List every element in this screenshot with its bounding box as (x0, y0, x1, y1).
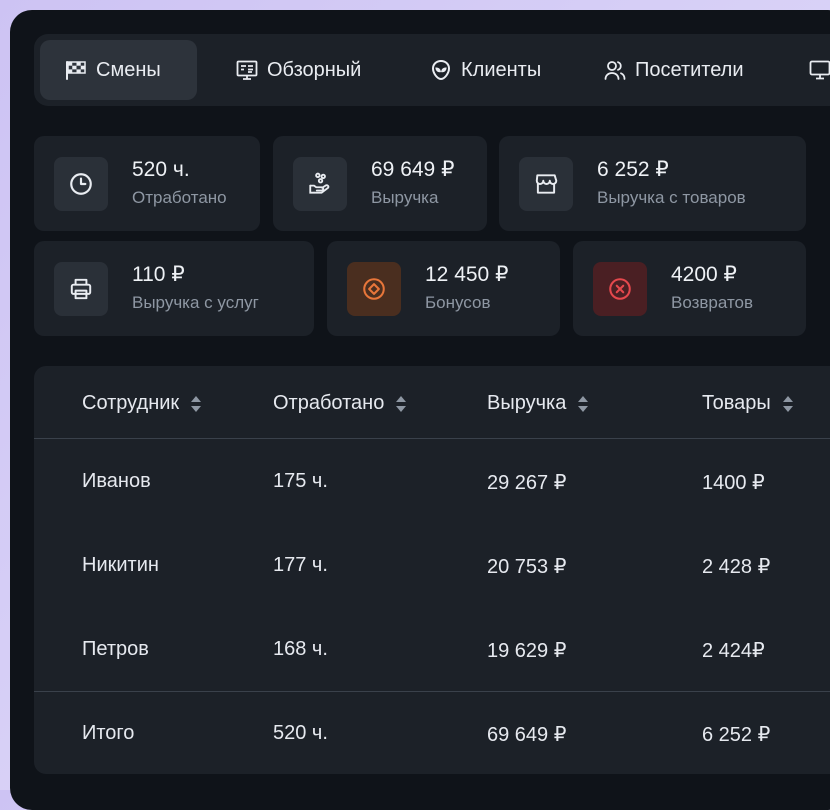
stat-label: Выручка с услуг (132, 293, 259, 312)
stat-label: Бонусов (425, 293, 491, 312)
cell-goods: 2 424₽ (702, 640, 765, 662)
header-label: Выручка (487, 392, 567, 414)
header-label: Сотрудник (82, 392, 180, 414)
app-window: Смены Обзорный Клиенты Посетители 520 ч.… (10, 10, 830, 810)
cell-worked: 177 ч. (273, 554, 328, 576)
total-label: Итого (82, 722, 135, 744)
bonus-diamond-icon (363, 277, 385, 300)
hand-coins-icon (309, 172, 330, 194)
stat-card-hours: 520 ч. Отработано (34, 136, 260, 231)
stat-value: 110 ₽ (132, 263, 185, 286)
tab-monitor[interactable] (784, 40, 830, 100)
stat-card-bonuses: 12 450 ₽ Бонусов (327, 241, 560, 336)
total-worked: 520 ч. (273, 722, 328, 744)
tab-label: Обзорный (267, 58, 362, 81)
stat-value: 12 450 ₽ (425, 263, 509, 286)
stat-label: Отработано (132, 188, 227, 207)
alien-face-icon (431, 59, 451, 81)
cell-worked: 168 ч. (273, 638, 328, 660)
header-label: Товары (702, 392, 771, 414)
total-divider (34, 691, 830, 692)
stat-card-refunds: 4200 ₽ Возвратов (573, 241, 806, 336)
icon-box (54, 261, 108, 316)
store-icon (535, 173, 558, 194)
cell-worked: 175 ч. (273, 470, 328, 492)
cell-revenue: 29 267 ₽ (487, 472, 567, 494)
checkered-flag-icon (66, 61, 86, 80)
cell-employee: Петров (82, 638, 149, 660)
close-circle-icon (609, 277, 631, 300)
stat-label: Выручка (371, 188, 439, 207)
cell-revenue: 19 629 ₽ (487, 640, 567, 662)
stat-value: 6 252 ₽ (597, 158, 669, 181)
tab-label: Посетители (635, 58, 744, 81)
stat-label: Возвратов (671, 293, 754, 312)
presentation-board-icon (236, 60, 258, 80)
sort-icon[interactable] (576, 393, 590, 415)
employees-table: Сотрудник Отработано Выручка Товары Иван… (34, 366, 830, 774)
users-icon (604, 61, 626, 80)
stat-card-revenue: 69 649 ₽ Выручка (273, 136, 487, 231)
icon-box (293, 156, 347, 211)
tab-label: Клиенты (461, 58, 542, 81)
icon-box (54, 156, 108, 211)
cell-employee: Иванов (82, 470, 151, 492)
cell-goods: 1400 ₽ (702, 472, 765, 494)
tab-clients[interactable]: Клиенты (405, 40, 565, 100)
tab-label: Смены (96, 58, 161, 81)
clock-icon (70, 172, 92, 195)
cell-employee: Никитин (82, 554, 159, 576)
sort-icon[interactable] (189, 393, 203, 415)
tab-shifts[interactable]: Смены (40, 40, 197, 100)
header-divider (34, 438, 830, 439)
stat-card-services-revenue: 110 ₽ Выручка с услуг (34, 241, 314, 336)
sort-icon[interactable] (781, 393, 795, 415)
printer-icon (70, 278, 92, 299)
column-header-worked[interactable]: Отработано (273, 392, 408, 415)
tab-bar: Смены Обзорный Клиенты Посетители (34, 34, 830, 106)
sort-icon[interactable] (394, 393, 408, 415)
icon-box (519, 156, 573, 211)
header-label: Отработано (273, 392, 385, 414)
stat-value: 4200 ₽ (671, 263, 737, 286)
monitor-icon (809, 60, 830, 80)
column-header-revenue[interactable]: Выручка (487, 392, 590, 415)
cell-goods: 2 428 ₽ (702, 556, 771, 578)
column-header-employee[interactable]: Сотрудник (82, 392, 203, 415)
icon-box (347, 261, 401, 316)
stat-value: 520 ч. (132, 158, 190, 181)
icon-box (593, 261, 647, 316)
stat-value: 69 649 ₽ (371, 158, 455, 181)
total-revenue: 69 649 ₽ (487, 724, 567, 746)
stat-label: Выручка с товаров (597, 188, 746, 207)
column-header-goods[interactable]: Товары (702, 392, 795, 415)
tab-overview[interactable]: Обзорный (211, 40, 391, 100)
cell-revenue: 20 753 ₽ (487, 556, 567, 578)
stat-card-goods-revenue: 6 252 ₽ Выручка с товаров (499, 136, 806, 231)
tab-visitors[interactable]: Посетители (579, 40, 779, 100)
total-goods: 6 252 ₽ (702, 724, 771, 746)
